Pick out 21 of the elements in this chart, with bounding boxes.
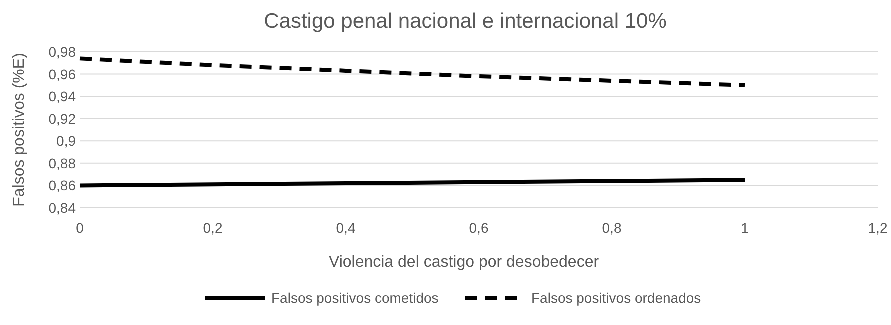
chart-title: Castigo penal nacional e internacional 10% xyxy=(264,10,667,33)
y-tick-label: 0,86 xyxy=(48,178,76,194)
legend-label: Falsos positivos ordenados xyxy=(532,290,702,306)
y-tick-label: 0,84 xyxy=(48,200,76,216)
legend-label: Falsos positivos cometidos xyxy=(272,290,439,306)
x-tick-label: 0,8 xyxy=(602,220,622,236)
x-tick-label: 0,2 xyxy=(203,220,223,236)
y-tick-label: 0,92 xyxy=(48,110,76,127)
x-tick-label: 1 xyxy=(741,220,750,236)
y-tick-label: 0,98 xyxy=(48,44,76,60)
x-tick-label: 0,6 xyxy=(469,220,489,236)
y-axis-title: Falsos positivos (%E) xyxy=(11,53,28,207)
line-series xyxy=(78,56,747,88)
y-tick-label: 0,94 xyxy=(48,88,76,105)
x-tick-label: 1,2 xyxy=(868,220,888,236)
x-axis-title: Violencia del castigo por desobedecer xyxy=(328,254,600,271)
x-tick-label: 0,4 xyxy=(336,220,356,236)
x-tick-label: 0 xyxy=(76,220,84,236)
y-tick-label: 0,96 xyxy=(48,66,76,82)
y-tick-label: 0,88 xyxy=(48,155,76,172)
y-tick-label: 0,9 xyxy=(56,133,76,150)
